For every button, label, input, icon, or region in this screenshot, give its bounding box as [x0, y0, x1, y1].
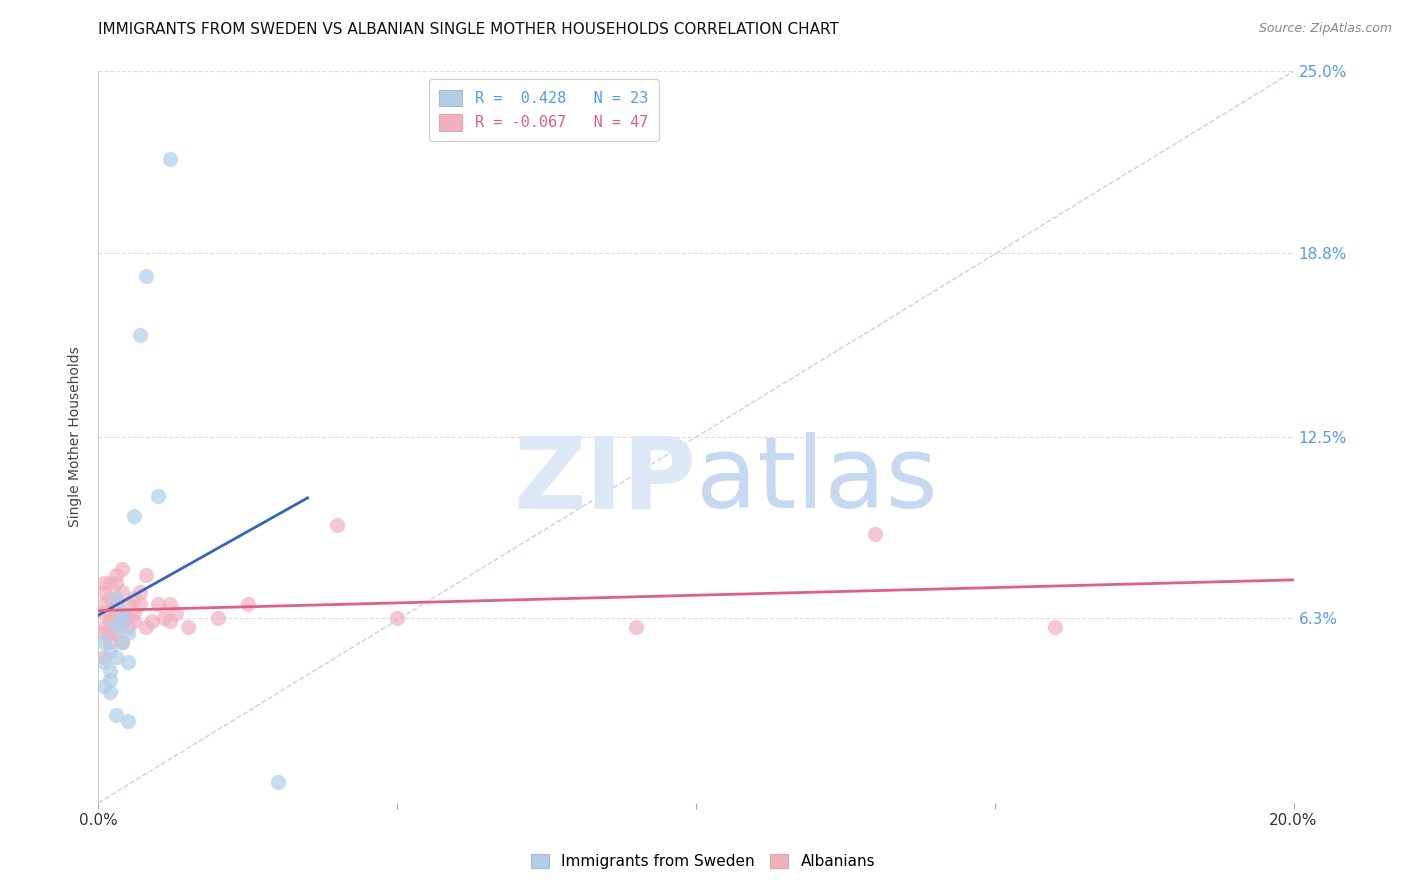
Point: [326, 517, 349, 532]
Point: [100, 576, 122, 591]
Point: [100, 591, 122, 605]
Point: [117, 714, 139, 728]
Point: [105, 567, 128, 582]
Point: [148, 597, 170, 611]
Point: [267, 775, 290, 789]
Point: [135, 620, 157, 634]
Point: [117, 597, 139, 611]
Point: [93, 620, 115, 634]
Point: [105, 597, 128, 611]
Point: [159, 615, 181, 629]
Point: [105, 649, 128, 664]
Point: [141, 615, 163, 629]
Point: [105, 626, 128, 640]
Point: [111, 606, 134, 620]
Point: [124, 606, 146, 620]
Point: [100, 684, 122, 698]
Point: [111, 635, 134, 649]
Point: [117, 620, 139, 634]
Point: [105, 591, 128, 605]
Point: [93, 606, 115, 620]
Point: [159, 152, 181, 166]
Point: [111, 611, 134, 625]
Point: [93, 626, 115, 640]
Point: [111, 606, 134, 620]
Point: [1043, 620, 1066, 634]
Point: [135, 567, 157, 582]
Point: [100, 626, 122, 640]
Point: [117, 611, 139, 625]
Point: [100, 606, 122, 620]
Point: [117, 626, 139, 640]
Point: [100, 615, 122, 629]
Point: [207, 611, 229, 625]
Point: [93, 649, 115, 664]
Text: Source: ZipAtlas.com: Source: ZipAtlas.com: [1258, 22, 1392, 36]
Point: [159, 597, 181, 611]
Legend: R =  0.428   N = 23, R = -0.067   N = 47: R = 0.428 N = 23, R = -0.067 N = 47: [429, 79, 658, 141]
Point: [129, 597, 152, 611]
Point: [626, 620, 648, 634]
Point: [111, 585, 134, 599]
Point: [105, 620, 128, 634]
Text: IMMIGRANTS FROM SWEDEN VS ALBANIAN SINGLE MOTHER HOUSEHOLDS CORRELATION CHART: IMMIGRANTS FROM SWEDEN VS ALBANIAN SINGL…: [98, 22, 839, 37]
Point: [111, 562, 134, 576]
Point: [385, 611, 409, 625]
Point: [93, 585, 115, 599]
Point: [100, 635, 122, 649]
Point: [105, 708, 128, 723]
Point: [100, 643, 122, 657]
Point: [129, 327, 152, 342]
Point: [100, 673, 122, 687]
Point: [124, 509, 146, 524]
Point: [105, 611, 128, 625]
Point: [93, 576, 115, 591]
Point: [93, 656, 115, 670]
Y-axis label: Single Mother Households: Single Mother Households: [69, 347, 83, 527]
Point: [135, 269, 157, 284]
Point: [93, 597, 115, 611]
Point: [124, 615, 146, 629]
Point: [865, 526, 887, 541]
Text: ZIP: ZIP: [513, 433, 696, 530]
Legend: Immigrants from Sweden, Albanians: Immigrants from Sweden, Albanians: [524, 848, 882, 875]
Point: [100, 664, 122, 678]
Text: atlas: atlas: [696, 433, 938, 530]
Point: [236, 597, 259, 611]
Point: [153, 611, 176, 625]
Point: [124, 591, 146, 605]
Point: [105, 576, 128, 591]
Point: [117, 656, 139, 670]
Point: [129, 585, 152, 599]
Point: [165, 606, 187, 620]
Point: [93, 679, 115, 693]
Point: [111, 615, 134, 629]
Point: [93, 635, 115, 649]
Point: [177, 620, 200, 634]
Point: [111, 635, 134, 649]
Point: [148, 489, 170, 503]
